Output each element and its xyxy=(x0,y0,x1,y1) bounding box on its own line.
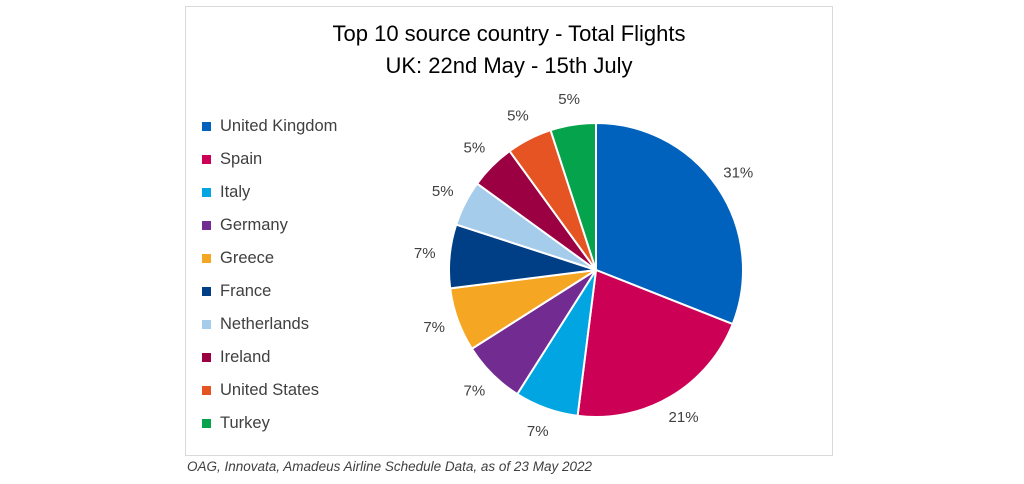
legend-swatch xyxy=(202,254,211,263)
data-label-united-states: 5% xyxy=(507,108,529,125)
legend-swatch xyxy=(202,188,211,197)
data-label-united-kingdom: 31% xyxy=(723,164,753,181)
legend-item-united-states: United States xyxy=(202,374,337,407)
legend-swatch xyxy=(202,287,211,296)
legend-label: Spain xyxy=(220,150,263,168)
chart-title: Top 10 source country - Total Flights xyxy=(332,21,686,46)
legend-label: Greece xyxy=(220,249,275,267)
legend-swatch xyxy=(202,353,211,362)
legend-item-greece: Greece xyxy=(202,242,337,275)
legend-label: France xyxy=(220,282,272,300)
legend-swatch xyxy=(202,320,211,329)
data-label-france: 7% xyxy=(414,245,436,262)
pie-slice-turkey xyxy=(549,121,597,271)
data-label-germany: 7% xyxy=(464,383,486,400)
legend-swatch xyxy=(202,386,211,395)
legend-swatch xyxy=(202,122,211,131)
legend-label: Netherlands xyxy=(220,315,309,333)
legend-label: United States xyxy=(220,381,320,399)
data-label-netherlands: 5% xyxy=(432,183,454,200)
legend-label: Ireland xyxy=(220,348,271,366)
legend-label: United Kingdom xyxy=(220,117,338,135)
legend-item-germany: Germany xyxy=(202,209,337,242)
source-note: OAG, Innovata, Amadeus Airline Schedule … xyxy=(187,459,592,474)
data-label-greece: 7% xyxy=(423,319,445,336)
pie-slice-united-kingdom xyxy=(595,121,744,326)
legend-item-ireland: Ireland xyxy=(202,341,337,374)
legend-item-turkey: Turkey xyxy=(202,407,337,440)
chart-frame: Top 10 source country - Total Flights UK… xyxy=(185,6,833,456)
legend-swatch xyxy=(202,419,211,428)
legend-label: Italy xyxy=(220,183,251,201)
legend-item-netherlands: Netherlands xyxy=(202,308,337,341)
data-label-turkey: 5% xyxy=(558,91,580,108)
pie-chart: 31% 21% 7% 7% 7% 7% 5% 5% 5% 5% xyxy=(414,91,753,440)
legend-label: Germany xyxy=(220,216,288,234)
data-label-ireland: 5% xyxy=(464,139,486,156)
chart-subtitle: UK: 22nd May - 15th July xyxy=(385,53,633,78)
legend-swatch xyxy=(202,221,211,230)
legend-item-italy: Italy xyxy=(202,176,337,209)
data-label-spain: 21% xyxy=(669,409,699,426)
data-label-italy: 7% xyxy=(527,423,549,440)
legend-swatch xyxy=(202,155,211,164)
pie-slice-spain xyxy=(576,268,734,418)
legend-item-united-kingdom: United Kingdom xyxy=(202,110,337,143)
legend-label: Turkey xyxy=(220,414,270,432)
legend-item-france: France xyxy=(202,275,337,308)
legend-item-spain: Spain xyxy=(202,143,337,176)
chart-legend: United Kingdom Spain Italy Germany Greece Fra… xyxy=(202,110,337,440)
